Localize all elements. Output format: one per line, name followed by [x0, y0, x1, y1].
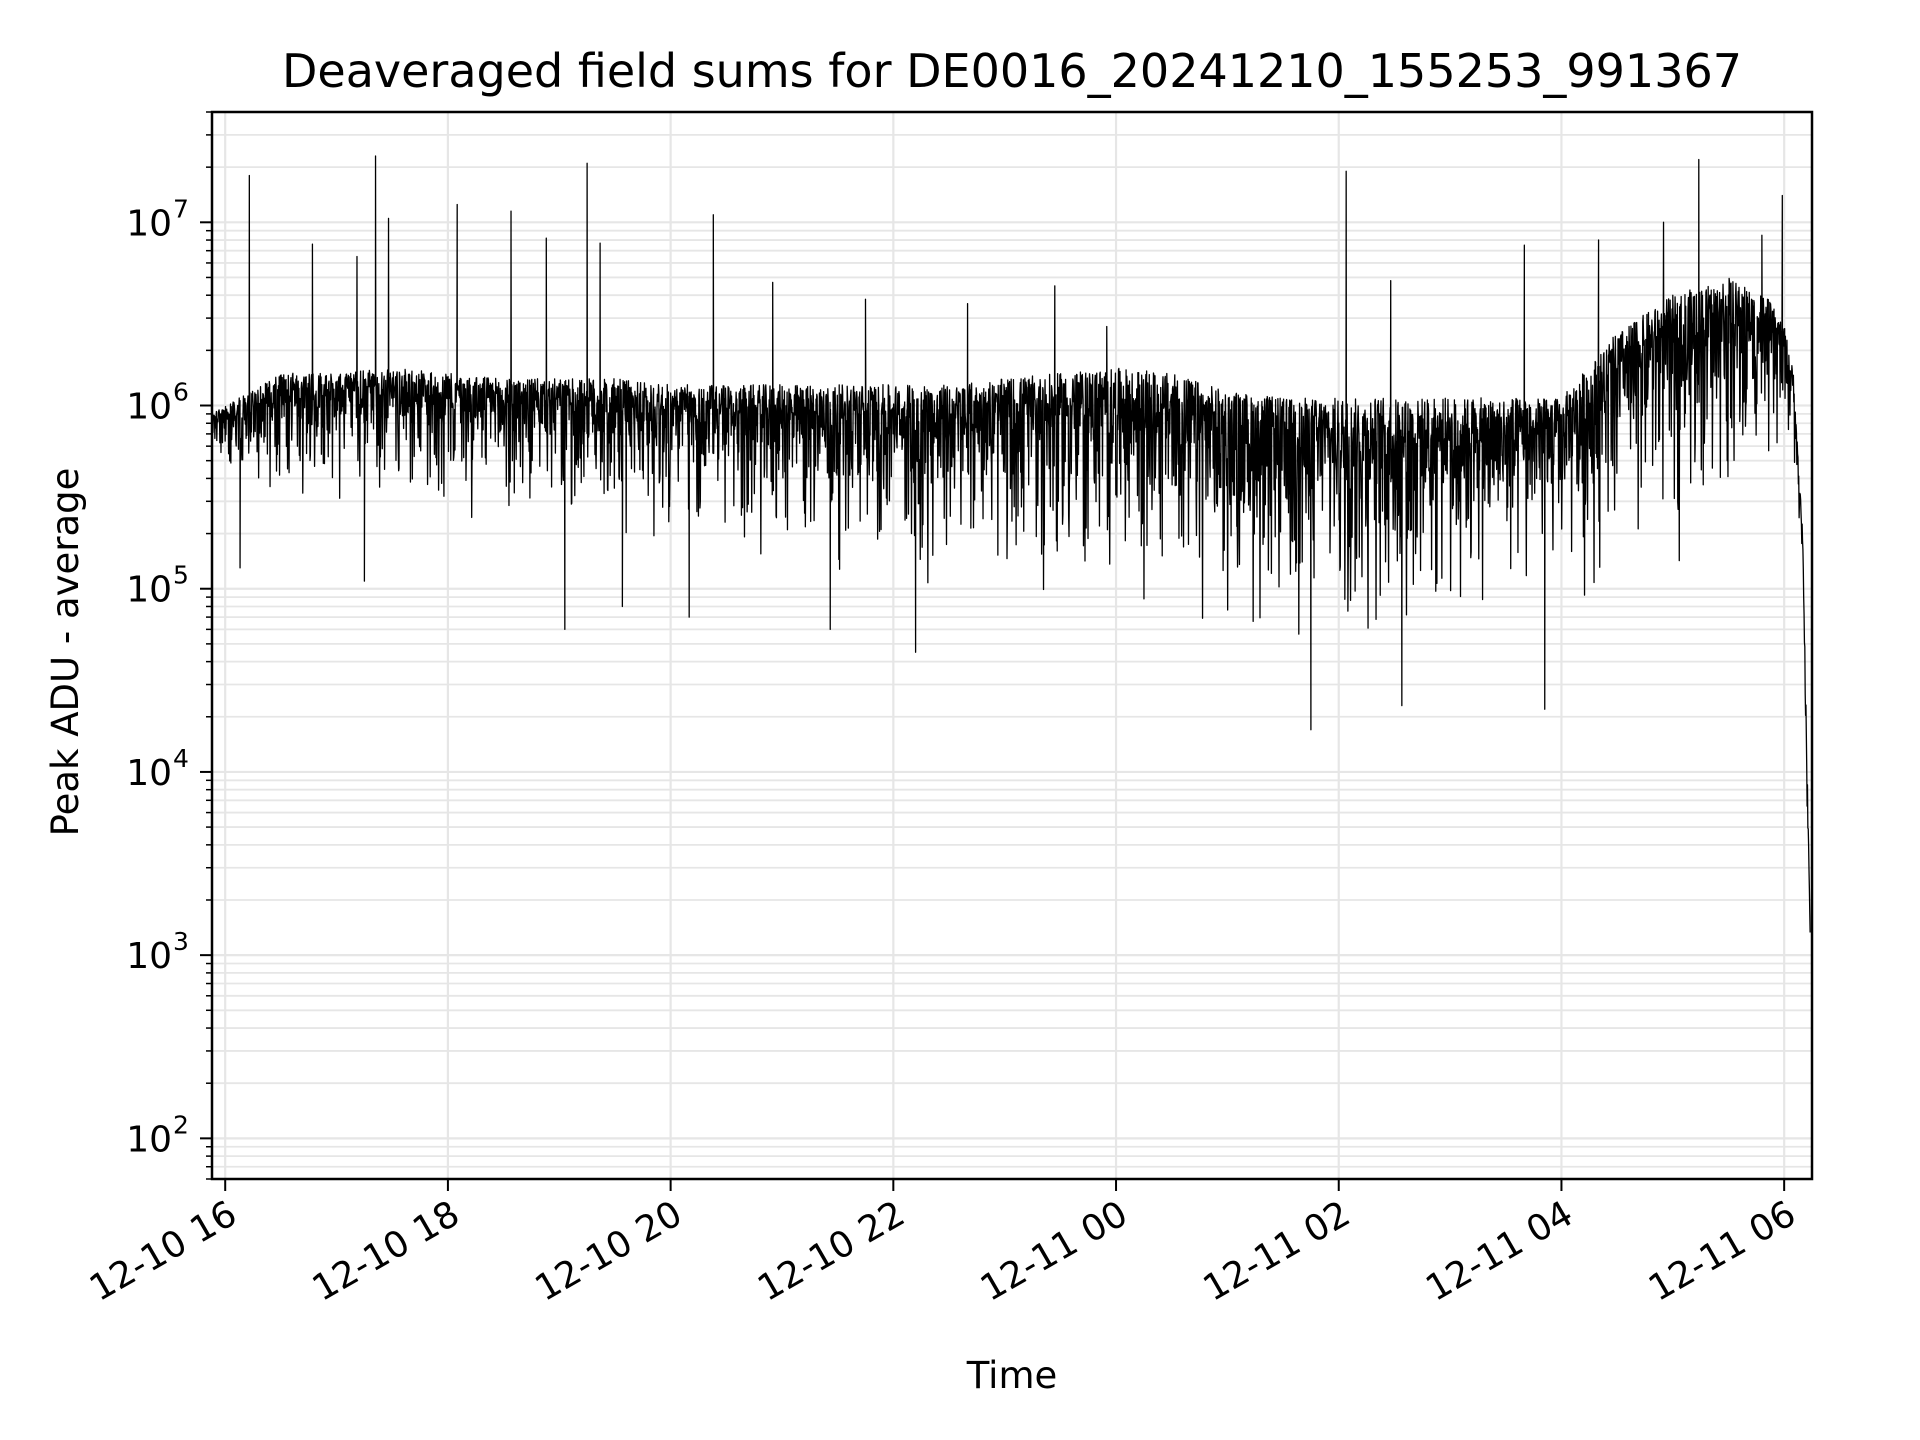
y-tick-exponent: 7 [173, 194, 189, 223]
y-tick-label: 10 [126, 936, 172, 977]
series-line [211, 155, 1811, 933]
y-tick-exponent: 3 [173, 927, 189, 956]
y-axis-label: Peak ADU - average [44, 468, 87, 837]
plot-frame [210, 110, 1814, 1181]
y-tick-exponent: 5 [173, 561, 189, 590]
chart-title: Deaveraged field sums for DE0016_2024121… [282, 44, 1742, 98]
y-tick-label: 10 [126, 570, 172, 611]
x-axis-label: Time [966, 1354, 1058, 1397]
x-tick-label: 12-10 16 [83, 1193, 244, 1309]
x-tick-label: 12-11 04 [1419, 1193, 1580, 1309]
x-axis: 12-10 16 12-10 18 12-10 20 12-10 22 12-11 00… [83, 1179, 1803, 1310]
x-tick-label: 12-10 22 [751, 1193, 912, 1309]
y-tick-label: 10 [126, 753, 172, 794]
y-tick-label: 10 [126, 203, 172, 244]
y-tick-exponent: 2 [173, 1110, 189, 1139]
x-tick-label: 12-10 20 [528, 1193, 689, 1309]
grid [212, 111, 1812, 1180]
x-tick-label: 12-11 02 [1197, 1193, 1358, 1309]
y-tick-exponent: 6 [173, 378, 189, 407]
x-tick-label: 12-11 00 [974, 1193, 1135, 1309]
y-tick-exponent: 4 [173, 744, 189, 773]
x-tick-label: 12-10 18 [306, 1193, 467, 1309]
y-tick-label: 10 [126, 1119, 172, 1160]
x-tick-label: 12-11 06 [1642, 1193, 1803, 1309]
y-tick-label: 10 [126, 387, 172, 428]
